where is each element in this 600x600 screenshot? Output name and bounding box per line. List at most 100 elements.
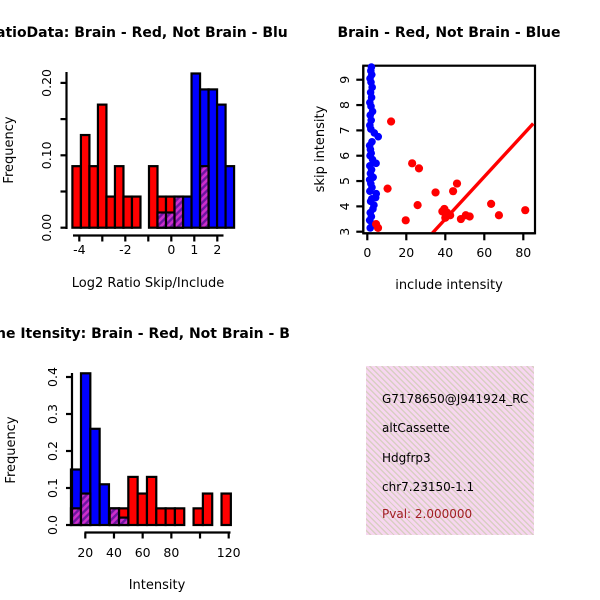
pval-text: Pval: 2.000000	[382, 507, 473, 521]
scatter-point-red	[386, 117, 396, 126]
hist-bar-red	[122, 195, 134, 229]
x-tick-label: 0	[167, 242, 175, 257]
x-axis-label: Log2 Ratio Skip/Include	[72, 276, 224, 291]
scatter-point-red	[446, 211, 455, 220]
x-axis-label: include intensity	[395, 278, 503, 293]
y-tick-label: 0.4	[45, 367, 60, 387]
y-axis-label: Frequency	[4, 416, 19, 483]
chart-title: atioData: Brain - Red, Not Brain - Blu	[0, 25, 288, 41]
scatter-point-red	[487, 199, 496, 208]
x-axis-label: Intensity	[129, 578, 186, 593]
x-tick-label: 40	[106, 545, 122, 560]
scatter-point-red	[452, 179, 462, 188]
hist-bar-overlap	[108, 507, 121, 527]
gene-info-box: G7178650@J941924_RC altCassette Hdgfrp3 …	[366, 366, 534, 535]
x-tick-label: 80	[163, 545, 179, 560]
splice-type-text: altCassette	[382, 421, 450, 435]
y-tick-label: 0.0	[45, 515, 60, 535]
hist-bar-blue	[215, 103, 227, 229]
x-tick-label: 2	[213, 242, 221, 257]
hist-bar-red	[79, 133, 91, 229]
x-tick-label: 1	[190, 242, 198, 257]
hist-bar-blue	[98, 483, 111, 527]
y-tick-label: 9	[337, 76, 352, 84]
hist-bar-red	[164, 507, 177, 527]
hist-bar-red	[147, 165, 159, 229]
hist-bar-overlap	[164, 211, 176, 229]
y-tick-label: 0.2	[45, 441, 60, 461]
hist-bar-red	[145, 475, 158, 527]
hist-bar-overlap	[198, 165, 210, 229]
scatter-point-red	[494, 211, 504, 220]
scatter-point-red	[408, 159, 417, 168]
locus-text: chr7.23150-1.1	[382, 480, 475, 494]
chart-title: Brain - Red, Not Brain - Blue	[337, 25, 560, 41]
y-tick-label: 8	[337, 101, 352, 109]
gene-id-text: G7178650@J941924_RC	[382, 392, 529, 406]
hist-bar-overlap	[156, 211, 168, 229]
y-tick-label: 0.1	[45, 478, 60, 498]
scatter-point-red	[521, 206, 530, 215]
scatter-point-red	[401, 216, 410, 225]
y-axis-label: Frequency	[2, 116, 17, 183]
y-tick-label: 0.10	[39, 141, 54, 169]
hist-bar-red	[173, 507, 186, 527]
hist-bar-blue	[207, 88, 219, 229]
y-tick-label: 7	[337, 126, 352, 134]
x-tick-label: 80	[515, 245, 531, 260]
scatter-point-red	[465, 212, 474, 221]
y-tick-label: 0.20	[39, 69, 54, 97]
log2_ratio_histogram: -4 -2 0 1 2 0.00 0.10 0.20 Log2 Ratio Skip/Inclu…	[0, 25, 288, 291]
intensity_scatter: 0 20 40 60 80 3 4 5 6 7 8 9 include intensity skip in…	[313, 25, 561, 293]
x-tick-label: 0	[363, 245, 371, 260]
hist-bar-blue	[181, 195, 193, 229]
scatter-point-blue	[372, 189, 381, 198]
x-tick-label: 60	[135, 545, 151, 560]
y-tick-label: 0.00	[39, 214, 54, 242]
hist-bar-red	[136, 492, 149, 527]
chart-title: ne Itensity: Brain - Red, Not Brain - B	[0, 326, 290, 342]
hist-bar-blue	[190, 72, 202, 229]
hist-bar-red	[113, 165, 125, 229]
x-tick-label: 20	[77, 545, 93, 560]
x-tick-label: 120	[217, 545, 241, 560]
scatter-point-red	[383, 184, 392, 193]
y-tick-label: 0.3	[45, 404, 60, 424]
hist-bar-blue	[224, 165, 236, 229]
x-tick-label: -4	[73, 242, 86, 257]
y-tick-label: 3	[337, 228, 352, 236]
y-tick-label: 6	[337, 152, 352, 160]
hist-bar-red	[192, 507, 204, 527]
gene-symbol-text: Hdgfrp3	[382, 451, 431, 465]
x-tick-label: -2	[119, 242, 131, 257]
x-tick-label: 20	[398, 245, 414, 260]
scatter-point-red	[449, 187, 458, 196]
hist-bar-red	[105, 195, 117, 229]
hist-bar-blue	[89, 427, 101, 527]
hist-bar-red	[96, 103, 108, 229]
y-tick-label: 5	[337, 177, 352, 185]
hist-bar-overlap	[79, 492, 92, 527]
hist-bar-red	[71, 165, 83, 229]
y-tick-label: 4	[337, 202, 352, 210]
hist-bar-red	[130, 195, 142, 229]
scatter-point-red	[413, 201, 422, 210]
scatter-point-red	[414, 164, 424, 173]
scatter-point-red	[431, 188, 440, 197]
hist-bar-overlap	[173, 195, 185, 229]
hist-bar-red	[201, 492, 214, 527]
scatter-point-red	[373, 223, 383, 233]
y-axis-label: skip intensity	[313, 105, 328, 192]
x-tick-label: 60	[476, 245, 492, 260]
hist-bar-red	[155, 507, 167, 527]
hist-bar-red	[127, 475, 139, 527]
hist-bar-overlap	[117, 516, 130, 527]
intensity_histogram: 20 40 60 80 120 0.0 0.1 0.2 0.3 0.4 Intensity Frequ…	[0, 326, 290, 593]
scatter-point-blue	[368, 137, 376, 146]
scatter-point-blue	[366, 162, 374, 170]
hist-bar-red	[88, 165, 100, 229]
hist-bar-red	[220, 492, 232, 527]
scatter-point-blue	[367, 63, 376, 71]
